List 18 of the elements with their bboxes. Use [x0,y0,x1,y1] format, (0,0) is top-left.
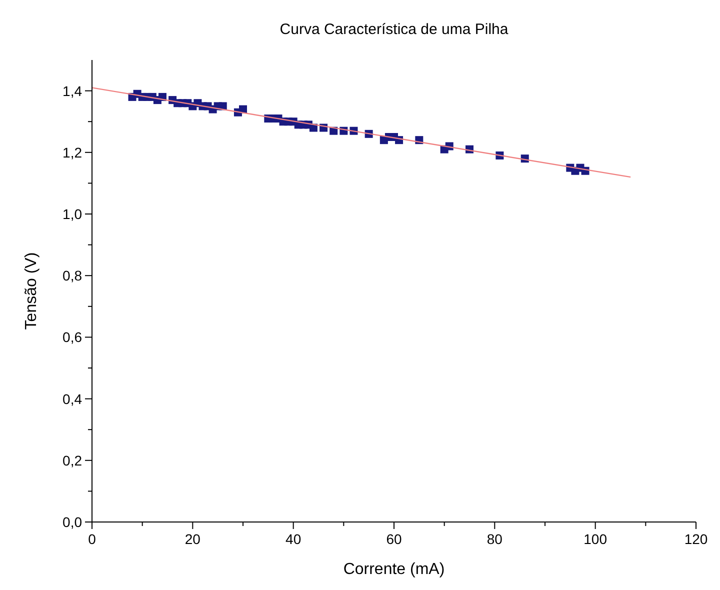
y-tick-label: 0,2 [62,452,82,468]
x-tick-label: 120 [684,531,708,547]
x-tick-label: 20 [184,531,201,547]
x-tick-label: 100 [584,531,608,547]
x-tick-label: 80 [486,531,503,547]
y-tick-label: 1,2 [62,144,82,160]
y-axis-title: Tensão (V) [23,252,40,330]
x-axis-title: Corrente (mA) [343,561,445,578]
y-tick-label: 0,4 [62,390,82,407]
y-tick-label: 0,6 [62,329,82,346]
x-tick-label: 0 [88,531,96,547]
chart-title: Curva Característica de uma Pilha [280,21,509,38]
x-tick-label: 40 [286,531,302,547]
y-tick-label: 1,4 [62,82,82,99]
y-tick-label: 1,0 [62,206,82,222]
x-tick-label: 60 [386,531,402,547]
y-tick-label: 0,0 [62,514,82,530]
y-tick-label: 0,8 [62,268,82,284]
